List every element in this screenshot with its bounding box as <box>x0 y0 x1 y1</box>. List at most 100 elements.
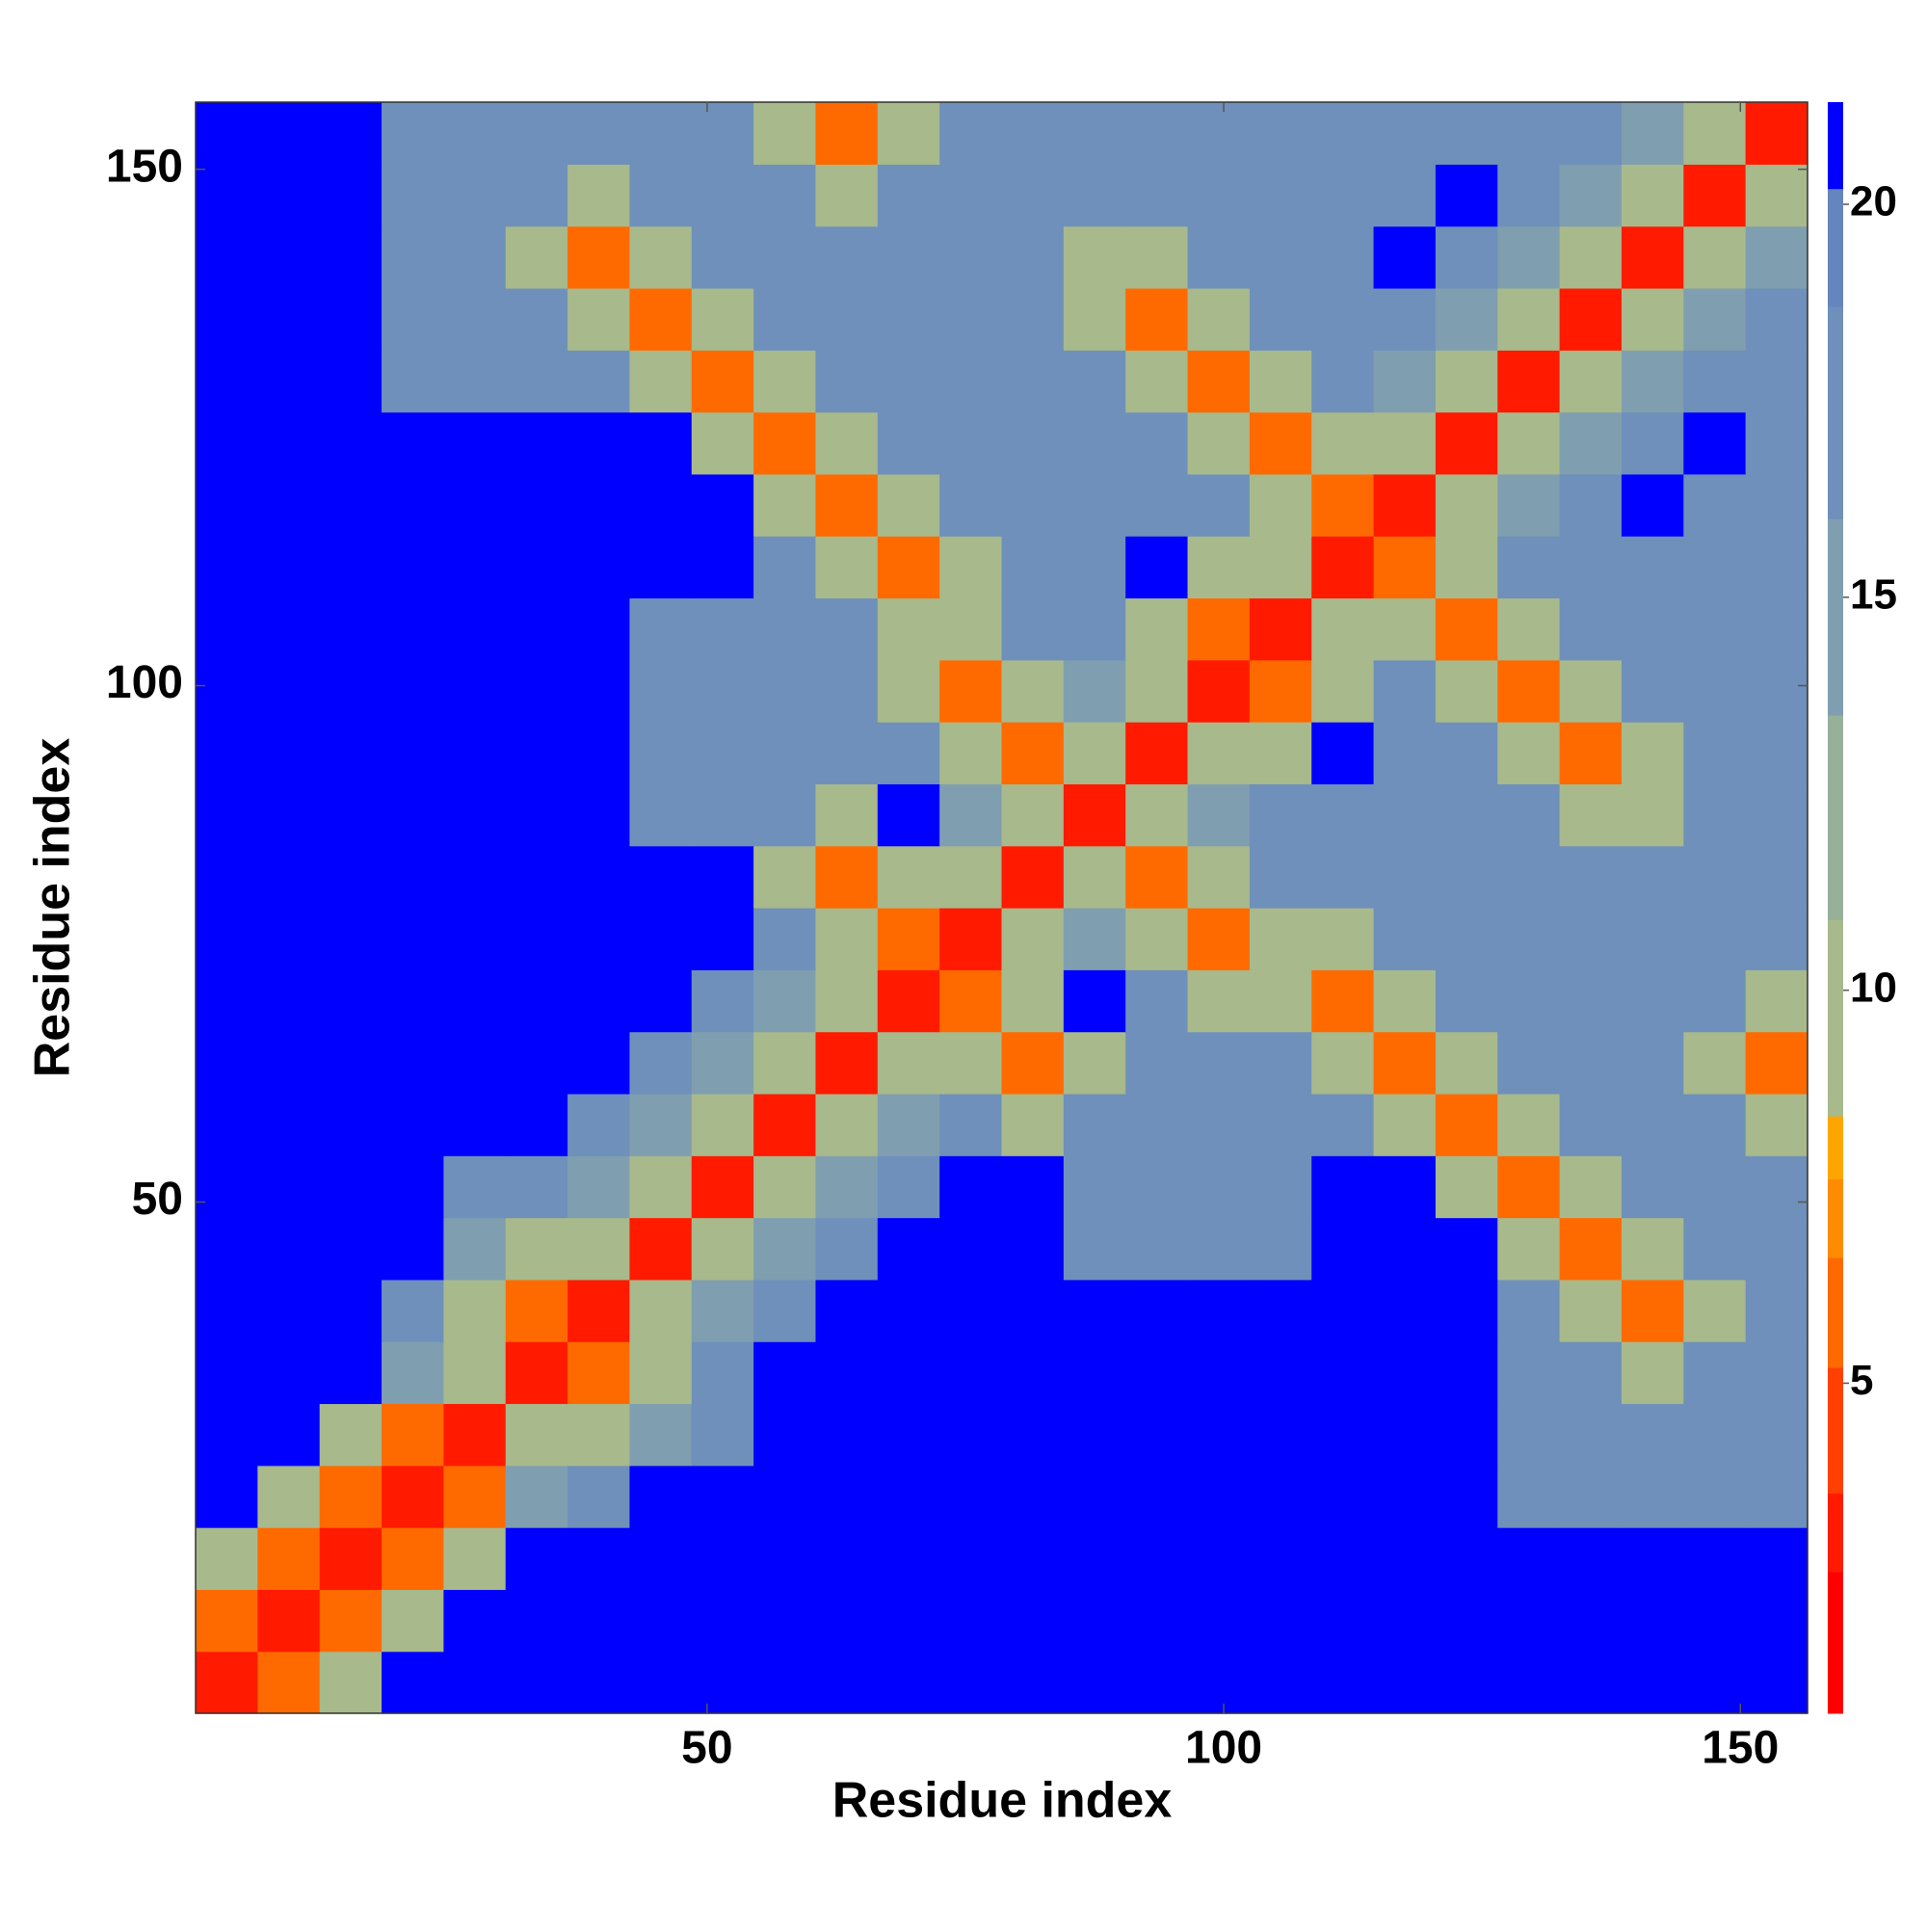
heatmap-cell <box>1745 164 1808 227</box>
heatmap-cell <box>1683 411 1747 475</box>
heatmap-cell <box>1001 1155 1065 1219</box>
heatmap-cell <box>1435 287 1498 351</box>
axes: 50 100 150 50 100 150 <box>106 101 1808 1774</box>
heatmap-cell <box>1187 1155 1251 1219</box>
heatmap-cell <box>1063 722 1126 784</box>
heatmap-cell <box>1311 783 1375 847</box>
heatmap-cell <box>1373 1093 1437 1156</box>
heatmap-cell <box>1435 1465 1498 1528</box>
heatmap-cell <box>382 164 444 227</box>
heatmap-cell <box>877 1651 940 1714</box>
heatmap-cell <box>443 102 507 165</box>
heatmap-cell <box>1187 969 1251 1033</box>
heatmap-cell <box>1435 102 1498 165</box>
heatmap-cell <box>1683 102 1747 165</box>
heatmap-cell <box>1001 1031 1065 1095</box>
heatmap-cell <box>1621 225 1684 289</box>
heatmap-cell <box>1125 473 1189 537</box>
heatmap-cell <box>1187 411 1251 475</box>
heatmap-cell <box>505 1403 568 1467</box>
heatmap-cell <box>1125 102 1189 165</box>
colorbar-tick-label: 10 <box>1850 964 1897 1011</box>
heatmap-cell <box>382 659 444 723</box>
heatmap-cell <box>877 102 940 165</box>
heatmap-cell <box>1249 350 1312 413</box>
heatmap-cell <box>257 536 321 599</box>
heatmap-cell <box>568 411 631 475</box>
heatmap-cell <box>815 908 879 970</box>
heatmap-cell <box>382 908 444 970</box>
heatmap-cell <box>1745 1527 1808 1590</box>
heatmap-cell <box>382 1217 444 1281</box>
heatmap-cell <box>753 1341 817 1405</box>
heatmap-cell <box>1683 287 1747 351</box>
heatmap-cell <box>1125 164 1189 227</box>
heatmap-cell <box>443 783 507 847</box>
heatmap-cell <box>629 473 693 537</box>
heatmap-cell <box>505 1279 568 1342</box>
heatmap-cell <box>691 1403 754 1467</box>
heatmap-cell <box>505 1527 568 1590</box>
heatmap-cell <box>877 411 940 475</box>
heatmap-cell <box>1621 722 1684 784</box>
heatmap-cell <box>1497 1527 1561 1590</box>
heatmap-cell <box>1063 908 1126 970</box>
heatmap-cell <box>1621 1465 1684 1528</box>
heatmap-cell <box>319 969 383 1033</box>
heatmap-cell <box>691 411 754 475</box>
heatmap-cell <box>568 845 631 909</box>
heatmap-cell <box>1373 102 1437 165</box>
heatmap-cell <box>877 536 940 599</box>
heatmap-cell <box>1683 1279 1747 1342</box>
heatmap-cell <box>691 1155 754 1219</box>
heatmap-cell <box>1001 1465 1065 1528</box>
heatmap-cell <box>629 1031 693 1095</box>
heatmap-cell <box>1373 1527 1437 1590</box>
heatmap-cell <box>877 350 940 413</box>
heatmap-cell <box>939 350 1003 413</box>
heatmap-cell <box>939 164 1003 227</box>
heatmap-cell <box>382 1155 444 1219</box>
heatmap-cell <box>815 1279 879 1342</box>
heatmap-cell <box>196 1651 258 1714</box>
heatmap-cell <box>1497 1651 1561 1714</box>
heatmap-cell <box>1683 1217 1747 1281</box>
heatmap-cell <box>319 287 383 351</box>
heatmap-cell <box>257 1527 321 1590</box>
heatmap-cell <box>629 411 693 475</box>
heatmap-cell <box>1621 350 1684 413</box>
heatmap-cell <box>815 845 879 909</box>
heatmap-cell <box>568 350 631 413</box>
heatmap-cell <box>1621 102 1684 165</box>
heatmap-cell <box>443 1651 507 1714</box>
heatmap-cell <box>1497 1093 1561 1156</box>
heatmap-cell <box>629 783 693 847</box>
heatmap-cell <box>1063 1155 1126 1219</box>
heatmap-cell <box>1125 1093 1189 1156</box>
heatmap-cell <box>877 659 940 723</box>
heatmap-cell <box>1745 1093 1808 1156</box>
heatmap-cell <box>815 350 879 413</box>
heatmap-cell <box>196 1403 258 1467</box>
heatmap-cell <box>382 969 444 1033</box>
heatmap-cell <box>568 287 631 351</box>
heatmap-cell <box>1559 1527 1623 1590</box>
heatmap-cell <box>629 597 693 661</box>
heatmap-cell <box>1125 1465 1189 1528</box>
heatmap-cell <box>196 1279 258 1342</box>
heatmap-cell <box>939 1279 1003 1342</box>
heatmap-cell <box>1187 1217 1251 1281</box>
heatmap-cell <box>319 597 383 661</box>
heatmap-cell <box>568 659 631 723</box>
heatmap-cell <box>196 102 258 165</box>
heatmap-cell <box>443 164 507 227</box>
heatmap-cell <box>815 1403 879 1467</box>
heatmap-cell <box>939 1093 1003 1156</box>
heatmap-cell <box>815 102 879 165</box>
heatmap-cell <box>1063 845 1126 909</box>
heatmap-cell <box>1745 783 1808 847</box>
colorbar-band <box>1828 1257 1843 1368</box>
heatmap-cell <box>443 1093 507 1156</box>
heatmap-cell <box>1001 1341 1065 1405</box>
heatmap-cell <box>629 1403 693 1467</box>
